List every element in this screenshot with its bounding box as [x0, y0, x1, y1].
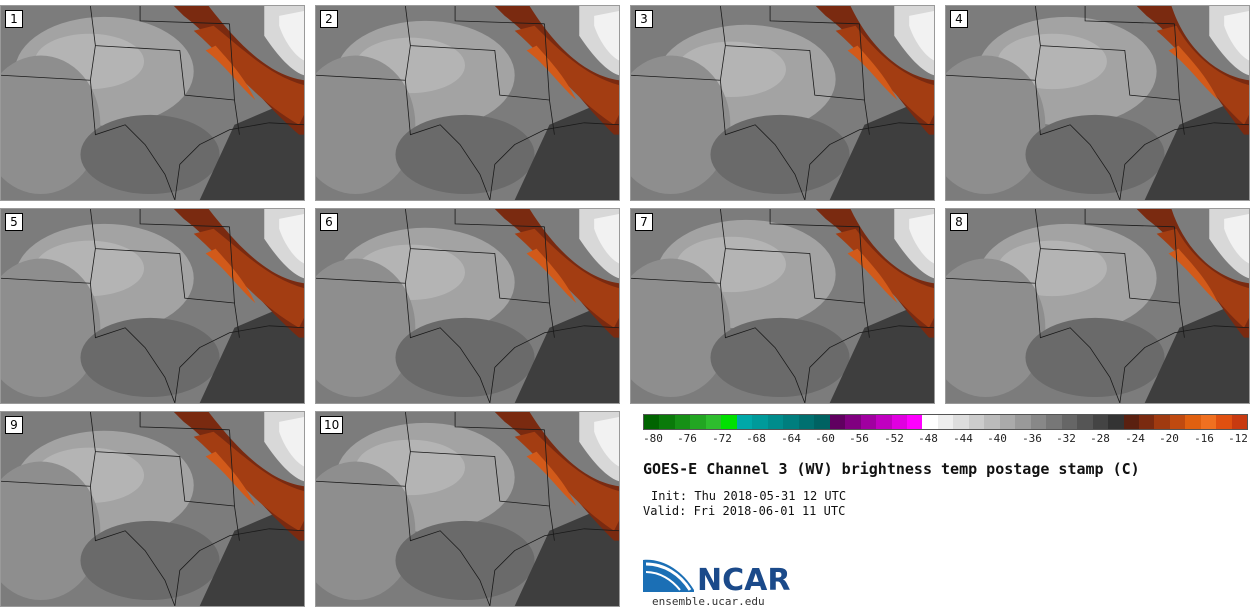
valid-time: Valid: Fri 2018-06-01 11 UTC — [643, 504, 846, 518]
ncar-logo-icon — [643, 559, 694, 592]
colorbar-swatch — [1169, 415, 1186, 429]
colorbar-tick-label: -68 — [746, 432, 766, 445]
colorbar-swatch — [1015, 415, 1031, 429]
logo-text: NCAR — [697, 563, 791, 598]
colorbar-swatch — [705, 415, 722, 429]
colorbar-tick-label: -12 — [1228, 432, 1248, 445]
colorbar-tick-label: -56 — [849, 432, 869, 445]
member-number-label: 6 — [320, 213, 338, 231]
wv-brightness-map — [1, 6, 304, 200]
colorbar-swatch — [953, 415, 969, 429]
colorbar-tick-label: -80 — [643, 432, 663, 445]
ensemble-member-panel: 4 — [945, 5, 1250, 201]
member-number-label: 10 — [320, 416, 344, 434]
colorbar-tick-label: -64 — [781, 432, 801, 445]
colorbar — [643, 414, 1248, 430]
colorbar-swatch — [690, 415, 706, 429]
colorbar-tick-label: -72 — [712, 432, 732, 445]
colorbar-tick-label: -40 — [987, 432, 1007, 445]
colorbar-swatch — [644, 415, 660, 429]
member-number-label: 8 — [950, 213, 968, 231]
wv-brightness-map — [1, 412, 304, 606]
colorbar-tick-label: -24 — [1125, 432, 1145, 445]
member-number-label: 5 — [5, 213, 23, 231]
colorbar-swatch — [783, 415, 799, 429]
colorbar-tick-label: -28 — [1090, 432, 1110, 445]
colorbar-swatch — [1154, 415, 1170, 429]
colorbar-swatch — [1231, 415, 1248, 429]
colorbar-swatch — [798, 415, 815, 429]
colorbar-tick-label: -36 — [1022, 432, 1042, 445]
colorbar-swatch — [752, 415, 768, 429]
site-url: ensemble.ucar.edu — [652, 595, 765, 608]
ensemble-member-panel: 9 — [0, 411, 305, 607]
member-number-label: 2 — [320, 10, 338, 28]
colorbar-swatch — [721, 415, 737, 429]
colorbar-swatch — [1216, 415, 1232, 429]
colorbar-swatch — [1030, 415, 1047, 429]
wv-brightness-map — [316, 6, 619, 200]
member-number-label: 9 — [5, 416, 23, 434]
figure-title: GOES-E Channel 3 (WV) brightness temp po… — [643, 460, 1140, 478]
colorbar-tick-label: -52 — [884, 432, 904, 445]
colorbar-swatch — [674, 415, 691, 429]
member-number-label: 3 — [635, 10, 653, 28]
colorbar-swatch — [906, 415, 923, 429]
colorbar-swatch — [891, 415, 907, 429]
colorbar-tick-label: -20 — [1159, 432, 1179, 445]
wv-brightness-map — [631, 209, 934, 403]
colorbar-tick-label: -16 — [1194, 432, 1214, 445]
colorbar-swatch — [1200, 415, 1217, 429]
colorbar-swatch — [860, 415, 877, 429]
colorbar-swatch — [736, 415, 753, 429]
ensemble-member-panel: 7 — [630, 208, 935, 404]
colorbar-swatch — [1108, 415, 1124, 429]
wv-brightness-map — [316, 209, 619, 403]
colorbar-swatch — [1046, 415, 1062, 429]
wv-brightness-map — [1, 209, 304, 403]
colorbar-swatch — [937, 415, 954, 429]
ensemble-member-panel: 10 — [315, 411, 620, 607]
ensemble-member-panel: 6 — [315, 208, 620, 404]
init-time: Init: Thu 2018-05-31 12 UTC — [651, 489, 847, 503]
wv-brightness-map — [946, 209, 1249, 403]
colorbar-swatch — [984, 415, 1000, 429]
member-number-label: 7 — [635, 213, 653, 231]
colorbar-swatch — [922, 415, 938, 429]
wv-brightness-map — [316, 412, 619, 606]
colorbar-swatch — [814, 415, 830, 429]
colorbar-swatch — [999, 415, 1016, 429]
colorbar-swatch — [1123, 415, 1139, 429]
member-number-label: 1 — [5, 10, 23, 28]
colorbar-swatch — [1061, 415, 1078, 429]
wv-brightness-map — [631, 6, 934, 200]
colorbar-swatch — [845, 415, 861, 429]
colorbar-swatch — [1077, 415, 1093, 429]
colorbar-tick-label: -48 — [918, 432, 938, 445]
colorbar-swatch — [829, 415, 846, 429]
ensemble-member-panel: 3 — [630, 5, 935, 201]
colorbar-swatch — [876, 415, 892, 429]
colorbar-tick-label: -60 — [815, 432, 835, 445]
member-number-label: 4 — [950, 10, 968, 28]
ensemble-member-panel: 5 — [0, 208, 305, 404]
colorbar-swatch — [1139, 415, 1155, 429]
colorbar-swatch — [968, 415, 985, 429]
wv-brightness-map — [946, 6, 1249, 200]
colorbar-swatch — [1185, 415, 1201, 429]
ensemble-member-panel: 2 — [315, 5, 620, 201]
colorbar-swatch — [767, 415, 784, 429]
ensemble-member-panel: 1 — [0, 5, 305, 201]
colorbar-tick-label: -32 — [1056, 432, 1076, 445]
colorbar-ticks: -80 -76 -72 -68 -64 -60 -56 -52 -48 -44 -40 -36 -32 -… — [643, 432, 1248, 446]
colorbar-swatch — [659, 415, 675, 429]
colorbar-swatch — [1092, 415, 1109, 429]
ensemble-member-panel: 8 — [945, 208, 1250, 404]
colorbar-tick-label: -44 — [953, 432, 973, 445]
colorbar-tick-label: -76 — [677, 432, 697, 445]
